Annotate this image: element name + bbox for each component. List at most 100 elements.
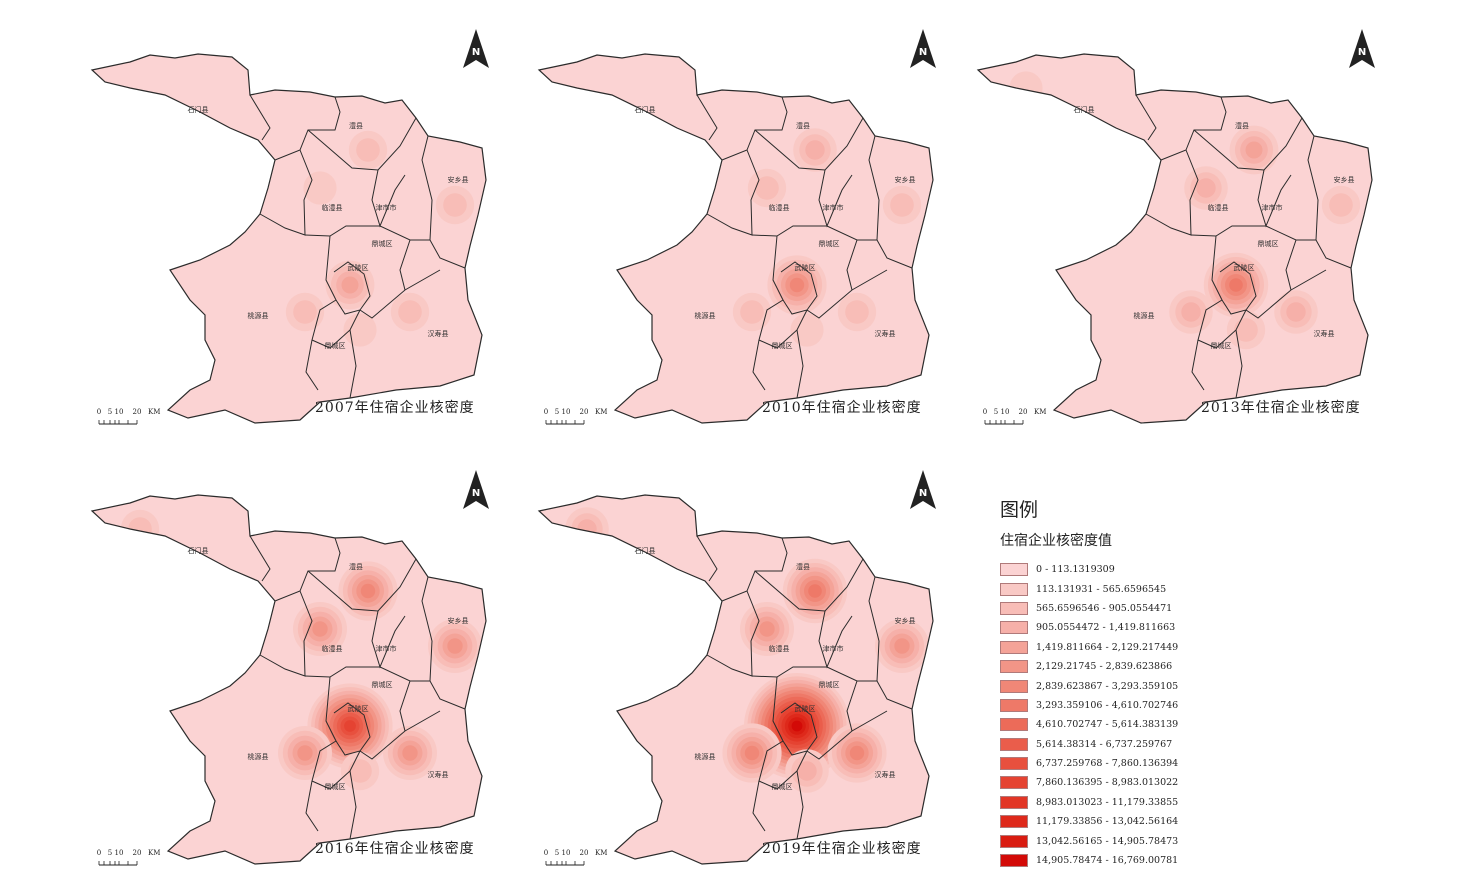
place-label: 鼎城区: [1258, 240, 1279, 248]
legend-class-3: 905.0554472 - 1,419.811663: [1000, 618, 1200, 637]
legend: 图例 住宿企业核密度值 0 - 113.1319309 113.131931 - …: [1000, 495, 1200, 870]
district-boundary: [1245, 269, 1327, 319]
legend-label: 0 - 113.1319309: [1036, 564, 1115, 576]
district-boundary: [1307, 135, 1352, 269]
county-outline: [976, 53, 1373, 424]
density-ring: [744, 745, 760, 761]
density-ring: [789, 277, 805, 293]
legend-swatch: [1000, 757, 1028, 771]
legend-swatch: [1000, 834, 1028, 848]
place-label: 桃源县: [248, 752, 269, 761]
legend-swatch: [1000, 737, 1028, 751]
map-region-fill: [92, 54, 486, 423]
legend-class-12: 8,983.013023 - 11,179.33855: [1000, 793, 1200, 812]
scale-tick-label: 10: [562, 849, 571, 857]
density-ring: [356, 138, 380, 162]
density-ring: [845, 300, 869, 324]
north-arrow-icon: N: [463, 470, 489, 509]
legend-label: 6,737.259768 - 7,860.136394: [1036, 758, 1179, 770]
district-boundary: [696, 535, 718, 582]
density-hotspots: [120, 509, 482, 791]
place-label: 津市市: [1262, 203, 1283, 212]
scale-unit: KM: [595, 408, 607, 416]
density-ring: [805, 140, 825, 160]
district-boundary: [806, 269, 888, 319]
map-region-fill: [978, 54, 1372, 423]
district-boundary: [399, 680, 411, 732]
place-label: 石门县: [188, 546, 209, 555]
north-arrow-icon: N: [910, 470, 936, 509]
district-boundary: [706, 149, 760, 236]
scale-tick-label: 20: [580, 849, 589, 857]
north-arrow-icon: N: [1349, 29, 1375, 68]
place-label: 澧县: [796, 121, 810, 130]
county-outline: [90, 494, 487, 865]
density-ring: [1229, 278, 1243, 292]
district-boundary: [1285, 239, 1297, 291]
place-label: 安乡县: [448, 616, 469, 625]
place-label: 临澧县: [1208, 203, 1229, 212]
density-ring: [894, 638, 910, 654]
legend-class-15: 14,905.78474 - 16,769.00781: [1000, 851, 1200, 870]
place-label: 安乡县: [895, 175, 916, 184]
panel-title: 2013年住宿企业核密度: [1201, 399, 1361, 416]
district-boundary: [421, 135, 466, 269]
density-ring: [398, 300, 422, 324]
place-label: 临澧县: [769, 203, 790, 212]
map-region-fill: [539, 54, 933, 423]
district-boundary: [751, 225, 877, 241]
density-ring: [791, 720, 803, 732]
district-boundary: [846, 239, 858, 291]
place-label: 鼎城区: [819, 681, 840, 689]
density-hotspots: [565, 507, 929, 793]
north-label: N: [1358, 47, 1366, 58]
place-label: 武陵区: [348, 704, 369, 713]
place-label: 津市市: [823, 203, 844, 212]
legend-swatch: [1000, 854, 1028, 868]
density-ring: [740, 300, 764, 324]
district-boundary: [359, 269, 441, 319]
density-ring: [402, 745, 418, 761]
district-boundary: [868, 135, 913, 269]
district-boundary: [796, 329, 804, 399]
county-outline: [90, 53, 487, 424]
place-label: 临澧县: [322, 203, 343, 212]
density-ring: [808, 584, 822, 598]
scale-unit: KM: [1034, 408, 1046, 416]
county-outline: [537, 53, 934, 424]
place-label: 石门县: [635, 105, 656, 114]
district-boundary: [721, 96, 788, 161]
density-ring: [759, 621, 775, 637]
district-boundary: [1190, 225, 1316, 241]
scale-tick-label: 10: [115, 849, 124, 857]
legend-class-1: 113.131931 - 565.6596545: [1000, 579, 1200, 598]
district-boundary: [1191, 235, 1223, 391]
density-ring: [577, 519, 597, 539]
legend-label: 3,293.359106 - 4,610.702746: [1036, 699, 1179, 711]
scale-tick-label: 0: [544, 849, 548, 857]
legend-label: 905.0554472 - 1,419.811663: [1036, 622, 1176, 634]
district-boundary: [249, 94, 271, 141]
place-label: 桃源县: [248, 311, 269, 320]
district-boundary: [274, 96, 341, 161]
place-label: 汉寿县: [428, 329, 449, 338]
district-boundary: [1145, 149, 1199, 236]
density-ring: [443, 193, 467, 217]
scale-unit: KM: [148, 408, 160, 416]
place-label: 汉寿县: [875, 329, 896, 338]
district-boundary: [274, 537, 341, 602]
district-boundary: [311, 309, 361, 349]
scale-tick-label: 0: [544, 408, 548, 416]
density-ring: [1196, 178, 1216, 198]
scale-unit: KM: [595, 849, 607, 857]
district-boundary: [696, 94, 718, 141]
district-boundary: [311, 750, 361, 790]
district-boundary: [259, 590, 313, 677]
legend-label: 11,179.33856 - 13,042.56164: [1036, 816, 1179, 828]
district-boundary: [359, 710, 441, 760]
place-label: 安乡县: [895, 616, 916, 625]
place-label: 津市市: [376, 644, 397, 653]
